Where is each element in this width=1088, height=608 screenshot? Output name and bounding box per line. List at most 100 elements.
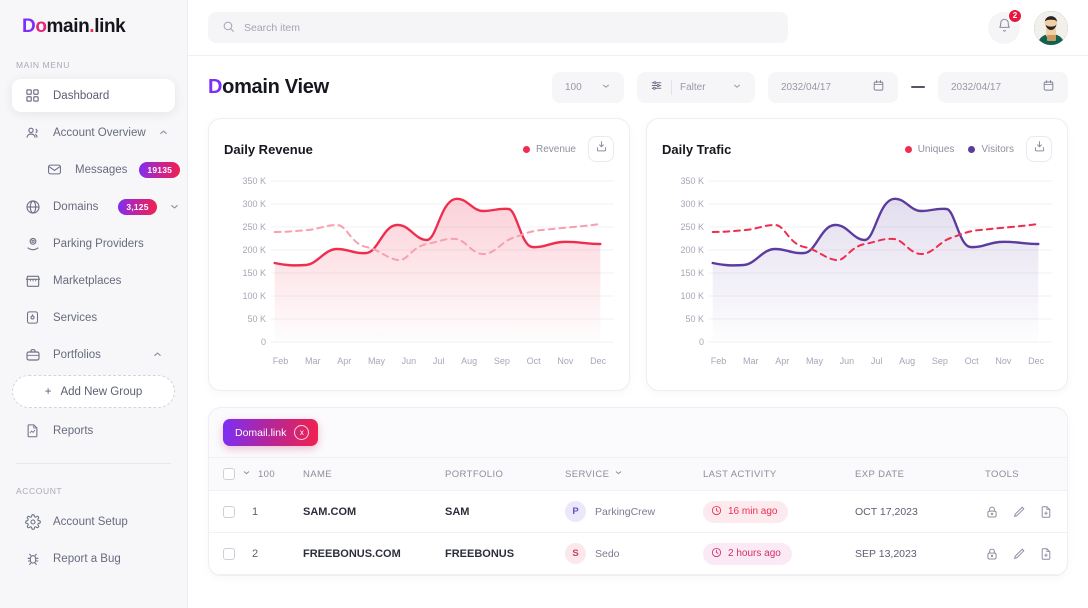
calendar-icon	[872, 79, 885, 95]
lock-icon[interactable]	[985, 505, 999, 519]
status-badge: 16 min ago	[703, 500, 789, 523]
file-plus-icon[interactable]	[1039, 547, 1053, 561]
row-checkbox[interactable]	[223, 505, 235, 518]
sidebar-item-portfolios[interactable]: Portfolios	[12, 338, 175, 371]
row-checkbox[interactable]	[223, 547, 235, 560]
pencil-icon[interactable]	[1012, 547, 1026, 561]
close-icon[interactable]: x	[294, 425, 310, 440]
divider	[671, 79, 672, 95]
chevron-down-icon[interactable]	[614, 468, 623, 480]
card-header: Daily Trafic Uniques Visitors	[662, 134, 1052, 164]
x-tick: Sep	[493, 356, 510, 366]
download-chart-button[interactable]	[1026, 136, 1052, 162]
gear-icon	[24, 513, 41, 530]
x-tick: May	[367, 356, 385, 366]
table-header-tools: TOOLS	[979, 457, 1067, 491]
row-service-cell: P ParkingCrew	[559, 490, 697, 533]
table-header-exp-date[interactable]: EXP DATE	[849, 457, 979, 491]
chart-title: Daily Revenue	[224, 141, 313, 157]
globe-icon	[24, 198, 41, 215]
square-plus-icon[interactable]	[1066, 547, 1067, 561]
legend-label: Visitors	[981, 143, 1014, 155]
chevron-down-icon[interactable]	[169, 201, 180, 212]
daily-revenue-card: Daily Revenue Revenue	[208, 118, 630, 391]
sidebar-item-messages[interactable]: Messages 19135	[12, 153, 181, 186]
page-size-select[interactable]: 100	[552, 71, 624, 103]
plus-icon: +	[44, 385, 52, 398]
sidebar-item-services[interactable]: Services	[12, 301, 175, 334]
row-activity-cell: 2 hours ago	[697, 532, 849, 575]
pencil-icon[interactable]	[1012, 505, 1026, 519]
row-name[interactable]: SAM.COM	[297, 490, 439, 533]
logo-part-3: main	[46, 16, 90, 37]
table-header-portfolio[interactable]: PORTFOLIO	[439, 457, 559, 491]
logo-part-1: D	[22, 16, 36, 37]
activity-text: 2 hours ago	[728, 548, 781, 559]
sidebar-item-reports[interactable]: Reports	[12, 414, 175, 447]
chevron-down-icon[interactable]	[242, 468, 251, 480]
sidebar-item-parking-providers[interactable]: Parking Providers	[12, 227, 175, 260]
chart-plot-revenue: 350 K 300 K 250 K 200 K 150 K 100 K 50 K…	[242, 176, 614, 366]
topbar-right: 2	[988, 8, 1068, 45]
table-header-row: 100 NAME PORTFOLIO SERVICE	[209, 457, 1067, 491]
clock-icon	[711, 547, 722, 561]
download-chart-button[interactable]	[588, 136, 614, 162]
table-header-last-activity[interactable]: LAST ACTIVITY	[697, 457, 849, 491]
sidebar-item-report-a-bug[interactable]: Report a Bug	[12, 542, 175, 575]
chevron-up-icon[interactable]	[158, 127, 169, 138]
filter-chip[interactable]: Domail.link x	[223, 419, 319, 446]
x-tick: May	[805, 356, 823, 366]
sidebar-item-marketplaces[interactable]: Marketplaces	[12, 264, 175, 297]
date-from-input[interactable]: 2032/04/17	[768, 71, 898, 103]
filter-select[interactable]: Falter	[637, 71, 755, 103]
calendar-icon	[1042, 79, 1055, 95]
sidebar-item-domains[interactable]: Domains 3,125	[12, 190, 178, 223]
status-badge: 2 hours ago	[703, 542, 792, 565]
chevron-up-icon[interactable]	[152, 349, 163, 360]
square-plus-icon[interactable]	[1066, 505, 1067, 519]
mail-icon	[46, 161, 63, 178]
search-input[interactable]: Search item	[244, 21, 301, 34]
avatar[interactable]	[1034, 10, 1068, 45]
date-to-value: 2032/04/17	[951, 81, 1002, 93]
chart-plot-trafic: 350 K 300 K 250 K 200 K 150 K 100 K 50 K…	[680, 176, 1052, 366]
file-plus-icon[interactable]	[1039, 505, 1053, 519]
sidebar-item-account-overview[interactable]: Account Overview	[12, 116, 175, 149]
row-name[interactable]: FREEBONUS.COM	[297, 532, 439, 575]
sidebar-item-label: Portfolios	[53, 348, 101, 361]
row-select-cell: 1	[209, 490, 297, 533]
sidebar-item-dashboard[interactable]: Dashboard	[12, 79, 175, 112]
table-row[interactable]: 1 SAM.COM SAM P ParkingCrew	[209, 490, 1067, 533]
select-all-checkbox[interactable]	[223, 468, 235, 480]
search-bar[interactable]: Search item	[208, 12, 788, 43]
date-to-input[interactable]: 2032/04/17	[938, 71, 1068, 103]
table-header-service[interactable]: SERVICE	[559, 457, 697, 491]
x-tick: Feb	[710, 356, 727, 366]
sidebar-item-label: Domains	[53, 200, 99, 213]
row-exp-date: OCT 17,2023	[849, 490, 979, 533]
x-tick: Jun	[401, 356, 417, 366]
app-logo[interactable]: Domain.link	[12, 0, 175, 38]
search-icon	[222, 20, 235, 36]
x-tick: Sep	[931, 356, 948, 366]
x-tick: Dec	[590, 356, 607, 366]
add-new-group-button[interactable]: + Add New Group	[12, 375, 175, 408]
filter-label: Falter	[680, 81, 706, 93]
lock-icon[interactable]	[985, 547, 999, 561]
card-header: Daily Revenue Revenue	[224, 134, 614, 164]
notifications-button[interactable]: 2	[988, 8, 1022, 44]
legend-dot	[968, 145, 976, 153]
row-portfolio: FREEBONUS	[439, 532, 559, 575]
service-name: Sedo	[595, 547, 620, 560]
table-header-name[interactable]: NAME	[297, 457, 439, 491]
x-tick: Apr	[775, 356, 790, 366]
page-size-value: 100	[565, 81, 582, 93]
sidebar-item-account-setup[interactable]: Account Setup	[12, 505, 175, 538]
sidebar-item-label: Messages	[75, 163, 128, 176]
x-tick: Dec	[1028, 356, 1045, 366]
header-service-label: SERVICE	[565, 468, 610, 480]
legend-item: Uniques	[904, 144, 954, 155]
sidebar-item-label: Reports	[53, 424, 94, 437]
table-row[interactable]: 2 FREEBONUS.COM FREEBONUS S Sedo	[209, 532, 1067, 575]
